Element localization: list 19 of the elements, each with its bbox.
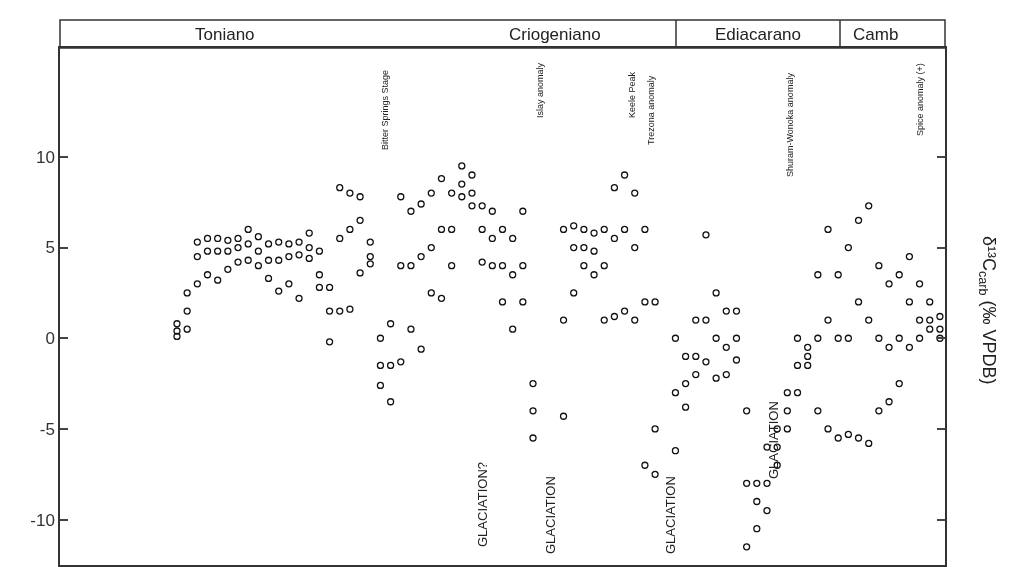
y-tick-label: -5 (39, 419, 55, 439)
annotation: Spice anomaly (+) (915, 63, 925, 136)
annotation: GLACIATION (663, 476, 678, 554)
y-tick-label: 0 (45, 329, 55, 349)
text: Camb (853, 25, 899, 44)
annotation: GLACIATION (543, 476, 558, 554)
y-tick-label: 10 (35, 147, 55, 167)
annotation: GLACIATION (766, 401, 781, 479)
annotation: Keele Peak (627, 71, 637, 118)
annotation: Shuram-Wonoka anomaly (785, 72, 795, 177)
annotation: Bitter Springs Stage (380, 69, 390, 150)
y-tick-label: 5 (45, 238, 55, 258)
y-tick-label: -10 (30, 510, 55, 530)
text: Ediacarano (715, 25, 802, 44)
annotation: Trezona anomaly (646, 75, 656, 145)
annotation: GLACIATION? (475, 461, 490, 547)
text: Criogeniano (509, 25, 601, 44)
text: Toniano (195, 25, 255, 44)
annotation: Islay anomaly (535, 62, 545, 118)
